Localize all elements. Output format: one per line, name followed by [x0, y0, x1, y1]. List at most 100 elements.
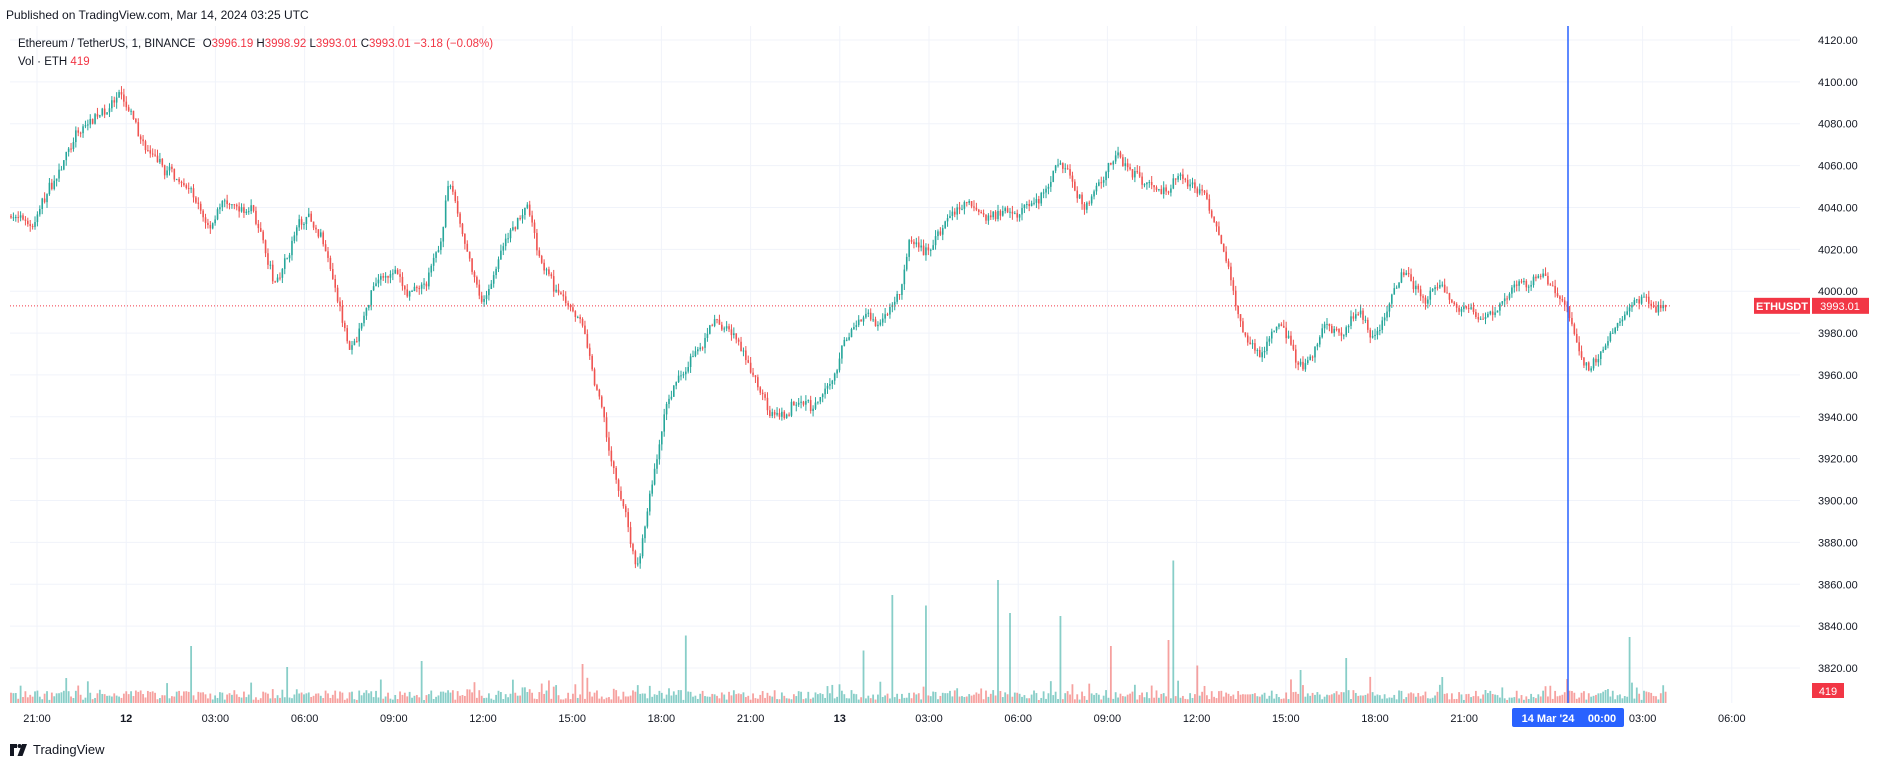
volume-bar: [1412, 693, 1415, 703]
volume-bar: [43, 693, 46, 703]
volume-bar: [413, 695, 416, 703]
candle-body: [82, 126, 84, 134]
candle-body: [466, 243, 469, 252]
candle-body: [632, 543, 634, 552]
volume-bar: [139, 690, 142, 703]
candle-body: [389, 274, 392, 278]
y-tick-label: 4100.00: [1818, 77, 1858, 89]
volume-bar: [408, 691, 411, 703]
candle-body: [1095, 185, 1098, 192]
volume-bar: [130, 691, 132, 703]
volume-bar: [533, 698, 536, 703]
volume-bar: [1374, 695, 1376, 703]
candle-body: [1465, 306, 1468, 308]
volume-bar: [406, 696, 409, 703]
candle-body: [694, 351, 697, 357]
volume-bar: [612, 688, 615, 703]
volume-bar: [1506, 699, 1509, 703]
volume-bar: [1194, 694, 1196, 703]
candle-body: [274, 281, 276, 283]
volume-bar: [74, 690, 77, 703]
candle-body: [1302, 361, 1304, 370]
volume-bar: [214, 695, 217, 703]
candle-body: [853, 326, 855, 330]
volume-bar: [1234, 698, 1237, 703]
candle-body: [826, 385, 829, 389]
volume-bar: [768, 695, 771, 703]
volume-bar: [644, 693, 646, 703]
candle-body: [901, 284, 903, 295]
volume-bar: [1659, 693, 1662, 703]
volume-bar: [713, 694, 716, 703]
volume-bar: [1446, 693, 1448, 703]
candle-body: [1119, 152, 1122, 158]
volume-bar: [322, 698, 325, 703]
candle-body: [1508, 293, 1511, 299]
volume-bar: [596, 690, 598, 703]
candle-body: [747, 360, 750, 363]
candle-body: [161, 158, 164, 166]
y-tick-label: 4000.00: [1818, 286, 1858, 298]
candle-body: [324, 244, 327, 252]
volume-bar: [94, 697, 96, 703]
candle-body: [797, 402, 800, 405]
candle-body: [1227, 261, 1230, 267]
candle-body: [574, 311, 577, 318]
candle-body: [192, 188, 195, 198]
candle-body: [939, 231, 942, 235]
candle-body: [754, 375, 757, 378]
candle-body: [233, 204, 236, 206]
tradingview-brand[interactable]: TradingView: [10, 742, 105, 757]
candle-body: [1599, 351, 1602, 360]
volume-bar: [716, 695, 718, 703]
volume-bar: [1619, 694, 1621, 703]
candle-body: [356, 341, 358, 343]
volume-bar: [574, 684, 577, 703]
volume-bar: [1462, 699, 1465, 703]
candle-body: [600, 396, 603, 407]
volume-bar: [1088, 683, 1091, 703]
candle-body: [1282, 325, 1285, 328]
candle-body: [1203, 190, 1206, 193]
candle-body: [1364, 319, 1367, 321]
volume-bar: [1386, 698, 1388, 703]
volume-bar: [735, 694, 738, 703]
volume-bar: [1196, 665, 1199, 703]
candle-body: [24, 219, 27, 221]
volume-bar: [1177, 680, 1180, 703]
candle-body: [781, 411, 783, 417]
volume-bar: [862, 650, 865, 703]
volume-bar: [19, 685, 22, 703]
candle-body: [91, 118, 94, 124]
volume-bar: [449, 692, 452, 703]
candle-body: [63, 160, 65, 170]
volume-bar: [1302, 685, 1304, 703]
volume-bar: [891, 595, 894, 703]
candle-body: [382, 276, 385, 278]
volume-bar: [271, 689, 274, 703]
volume-bar: [1393, 694, 1396, 703]
candle-body: [1547, 276, 1549, 285]
candle-body: [483, 298, 485, 302]
candle-body: [805, 401, 807, 405]
candle-body: [989, 215, 992, 218]
volume-bar: [1153, 697, 1155, 703]
volume-bar: [608, 697, 610, 703]
candle-body: [925, 247, 927, 256]
y-tick-label: 3960.00: [1818, 370, 1858, 382]
candle-body: [1093, 191, 1095, 197]
candle-body: [1297, 362, 1299, 365]
candle-body: [454, 191, 457, 202]
volume-bar: [1631, 682, 1633, 703]
candle-body: [735, 333, 738, 340]
candle-body: [1359, 310, 1362, 315]
candle-body: [1239, 314, 1242, 322]
volume-bar: [1607, 689, 1609, 703]
volume-bar: [833, 698, 836, 703]
volume-bar: [838, 684, 841, 703]
candle-body: [1052, 170, 1055, 182]
candle-body: [1194, 182, 1196, 189]
candle-body: [1650, 303, 1652, 306]
volume-bar: [951, 696, 954, 703]
